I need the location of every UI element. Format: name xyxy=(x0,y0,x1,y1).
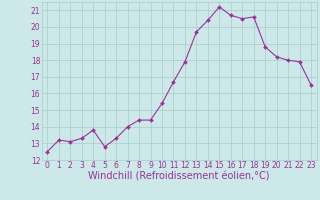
X-axis label: Windchill (Refroidissement éolien,°C): Windchill (Refroidissement éolien,°C) xyxy=(88,172,270,182)
